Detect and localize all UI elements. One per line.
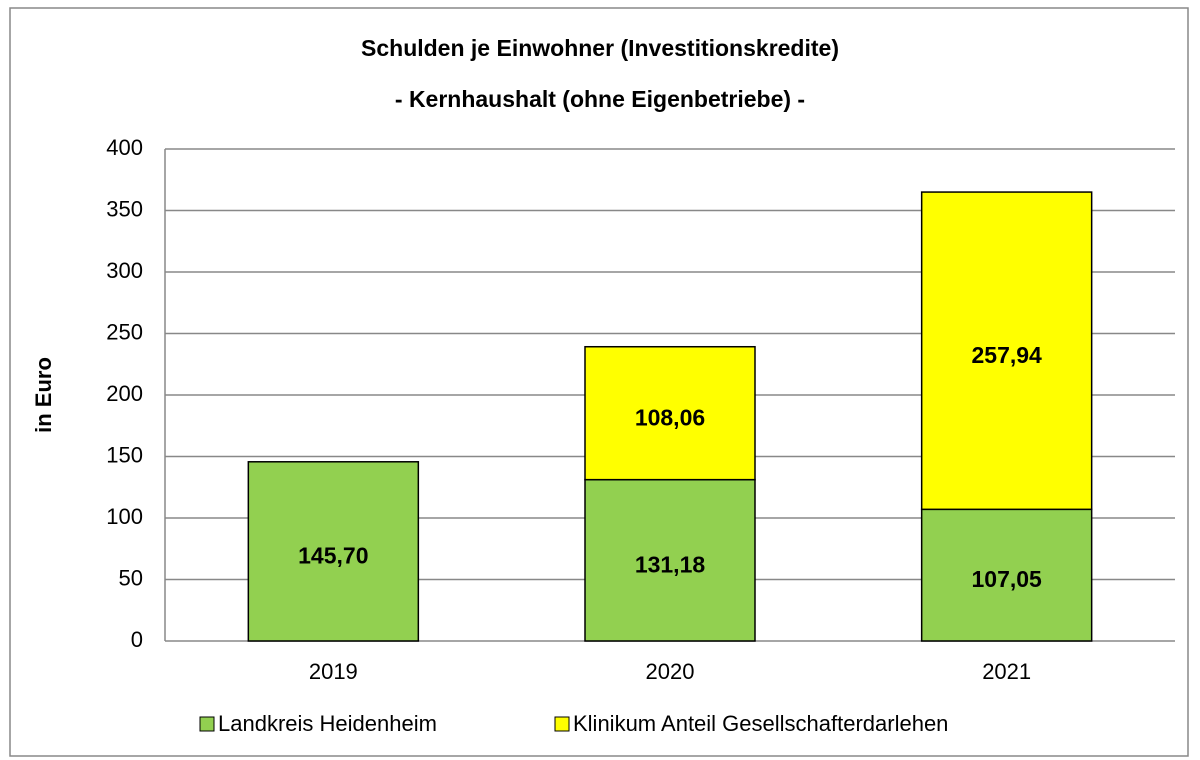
bar-segment (584, 478, 756, 642)
y-tick-label: 0 (131, 627, 143, 652)
y-tick-label: 250 (106, 319, 143, 344)
chart-title: Schulden je Einwohner (Investitionskredi… (361, 35, 839, 61)
y-axis-label: in Euro (31, 357, 56, 433)
x-tick-label: 2019 (309, 659, 358, 684)
bar-segment (247, 461, 420, 642)
bar-segment (584, 345, 756, 481)
chart-subtitle: - Kernhaushalt (ohne Eigenbetriebe) - (395, 86, 805, 112)
bar-segment (920, 191, 1093, 511)
legend-swatch (554, 716, 570, 732)
y-tick-label: 100 (106, 504, 143, 529)
value-label: 108,06 (635, 404, 705, 430)
y-tick-label: 400 (106, 135, 143, 160)
y-tick-label: 350 (106, 196, 143, 221)
value-label: 107,05 (971, 566, 1042, 592)
y-tick-label: 200 (106, 381, 143, 406)
y-tick-label: 50 (119, 565, 143, 590)
value-label: 257,94 (971, 342, 1042, 368)
value-label: 131,18 (635, 551, 706, 577)
x-tick-label: 2020 (646, 659, 695, 684)
legend-swatch (199, 716, 215, 732)
bar-segment (920, 508, 1093, 642)
y-tick-label: 150 (106, 442, 143, 467)
y-tick-label: 300 (106, 258, 143, 283)
legend-label: Klinikum Anteil Gesellschafterdarlehen (573, 711, 948, 736)
x-tick-label: 2021 (982, 659, 1031, 684)
value-label: 145,70 (298, 542, 368, 568)
legend-label: Landkreis Heidenheim (218, 711, 437, 736)
